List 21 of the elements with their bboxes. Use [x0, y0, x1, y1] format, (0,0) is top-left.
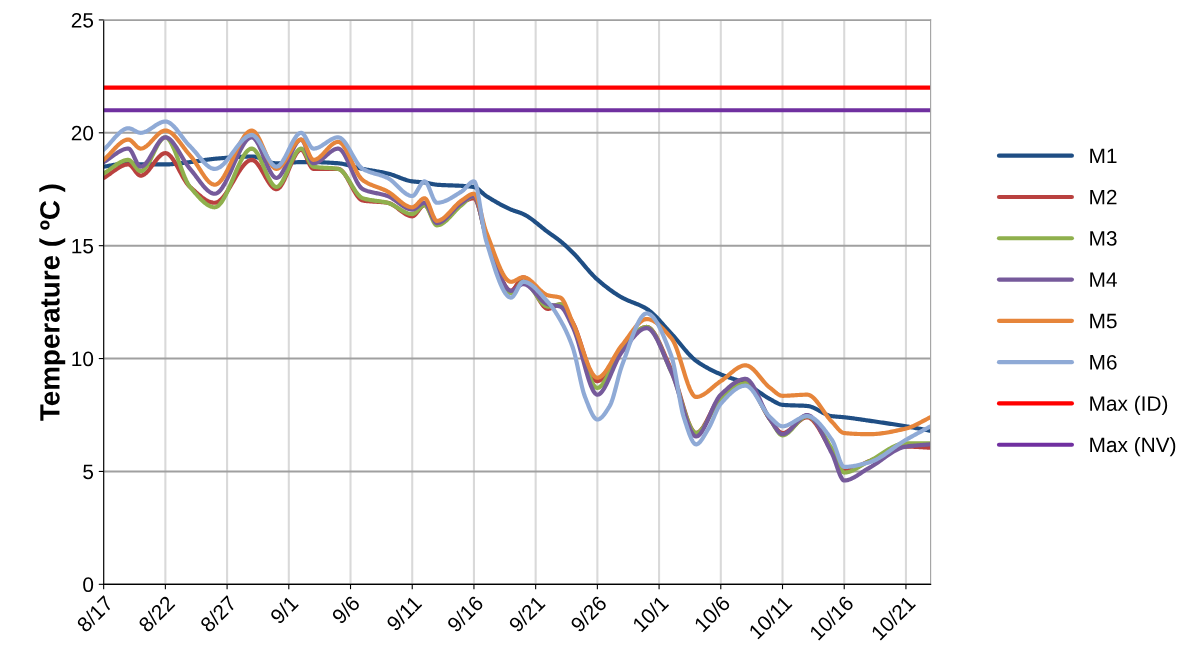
y-tick-label: 15 [72, 238, 94, 254]
x-tick-label: 9/6 [330, 594, 361, 625]
legend-label: M2 [1090, 189, 1117, 205]
legend-label: M3 [1090, 231, 1117, 246]
legend-label: M4 [1090, 272, 1117, 287]
y-axis-title: Temperature ( ºC ) [39, 184, 66, 421]
legend-label: M6 [1090, 354, 1117, 370]
x-tick-label: 9/1 [269, 594, 299, 625]
legend-label: Max (ID) [1090, 395, 1168, 416]
legend-label: Max (NV) [1090, 436, 1176, 457]
x-tick-label: 9/16 [445, 594, 485, 633]
x-tick-label: 10/1 [631, 594, 670, 633]
y-tick-label: 20 [71, 125, 94, 141]
x-tick-label: 9/21 [507, 594, 546, 633]
x-tick-label: 9/11 [385, 594, 423, 632]
y-tick-label: 5 [83, 464, 94, 480]
legend-label: M5 [1090, 313, 1117, 329]
legend-label: M1 [1090, 148, 1117, 163]
y-tick-label: 25 [71, 12, 94, 28]
y-tick-label: 10 [72, 351, 94, 367]
y-tick-label: 0 [83, 577, 94, 593]
